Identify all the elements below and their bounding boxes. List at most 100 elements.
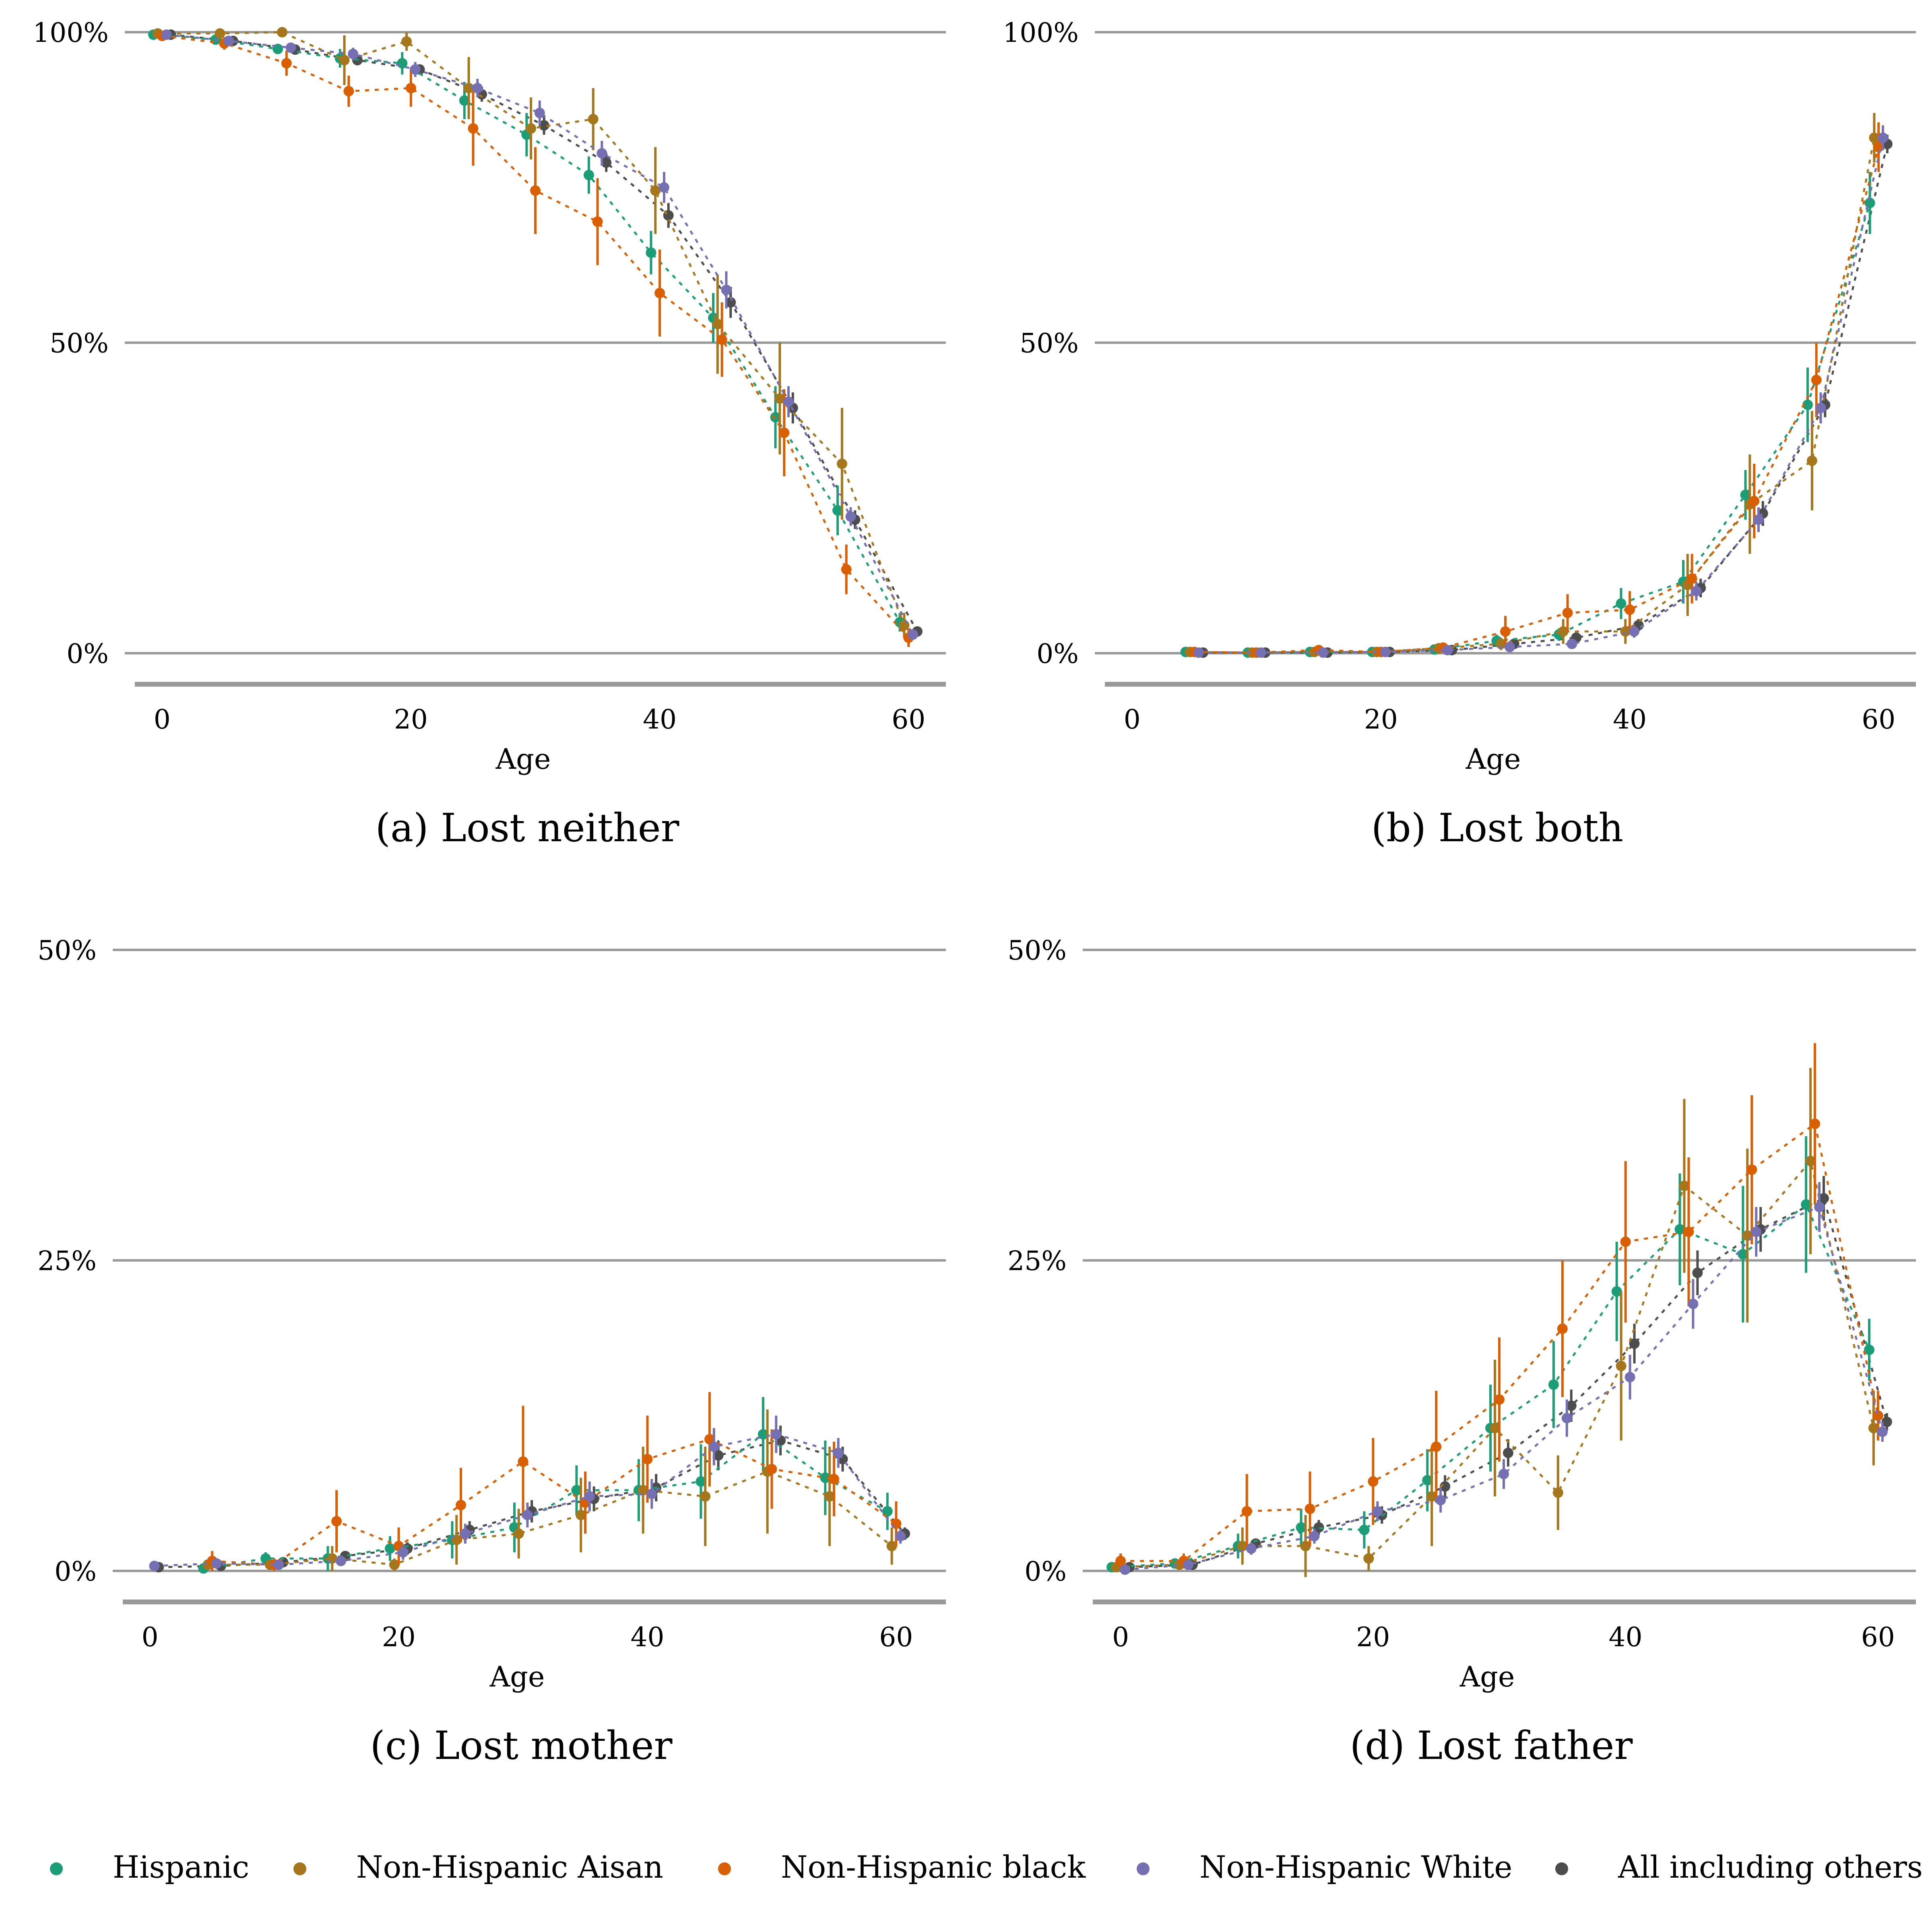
data-point: [712, 319, 723, 330]
data-point: [1359, 1525, 1370, 1536]
data-point: [1749, 495, 1760, 506]
data-point: [161, 29, 172, 40]
data-point: [285, 42, 296, 53]
data-point: [460, 1528, 471, 1539]
x-tick-label: 0: [142, 1622, 159, 1653]
legend-item: Non-Hispanic Aisan: [293, 1849, 663, 1885]
data-point: [522, 1510, 533, 1520]
data-point: [845, 511, 856, 522]
legend-marker: [50, 1862, 63, 1875]
data-point: [1496, 638, 1507, 649]
data-point: [331, 1516, 342, 1527]
data-point: [518, 1456, 528, 1467]
data-point: [658, 182, 669, 193]
series-line: [203, 1433, 888, 1570]
data-point: [592, 216, 603, 227]
data-point: [1624, 604, 1635, 615]
panel-1: 0% 50% 100% 0 20 40 60 Age (b) Lost both: [1003, 17, 1916, 850]
data-point: [836, 458, 847, 469]
x-tick-label: 0: [154, 704, 171, 735]
data-point: [343, 86, 354, 97]
series-4: [1124, 1176, 1892, 1573]
legend-item: Non-Hispanic White: [1137, 1849, 1512, 1885]
data-point: [1566, 1400, 1577, 1411]
series-0: [1180, 172, 1875, 658]
data-point: [149, 1560, 160, 1571]
series-line: [1185, 202, 1871, 654]
data-point: [472, 83, 483, 93]
data-point: [1620, 1236, 1631, 1247]
legend-label: All including others: [1618, 1849, 1923, 1885]
data-point: [1691, 586, 1702, 597]
data-point: [1372, 1506, 1383, 1517]
data-point: [1562, 607, 1573, 618]
data-point: [1688, 1298, 1699, 1309]
data-point: [1815, 402, 1826, 413]
data-point: [1363, 1553, 1374, 1564]
data-point: [908, 629, 919, 640]
data-point: [281, 58, 292, 69]
y-tick-label: 100%: [33, 17, 109, 48]
panel-caption: (c) Lost mother: [370, 1723, 672, 1768]
data-point: [1679, 1181, 1690, 1191]
data-point: [1868, 1423, 1879, 1433]
y-tick-label: 100%: [1003, 17, 1079, 48]
data-point: [277, 27, 287, 37]
data-point: [1877, 1426, 1888, 1437]
series-line: [208, 1470, 893, 1566]
data-point: [886, 1541, 897, 1552]
data-point: [1431, 1441, 1442, 1452]
data-point: [1380, 646, 1391, 657]
data-point: [1692, 1267, 1703, 1278]
x-tick-label: 60: [1862, 704, 1895, 735]
y-tick-label: 25%: [1007, 1245, 1067, 1276]
data-point: [1629, 1338, 1640, 1349]
series-1: [202, 1409, 897, 1571]
data-point: [534, 107, 545, 118]
series-0: [198, 1397, 893, 1574]
data-point: [348, 49, 359, 59]
data-point: [832, 505, 843, 516]
data-point: [779, 427, 790, 438]
data-point: [1300, 1541, 1311, 1552]
data-point: [456, 1500, 466, 1511]
x-tick-label: 60: [1861, 1622, 1895, 1653]
data-point: [588, 114, 599, 124]
x-tick-label: 40: [643, 704, 677, 735]
data-point: [1241, 1506, 1252, 1517]
legend-item: Non-Hispanic black: [718, 1849, 1086, 1885]
series-2: [157, 31, 914, 647]
data-point: [571, 1485, 582, 1496]
legend-label: Non-Hispanic White: [1199, 1849, 1512, 1885]
data-point: [1557, 1323, 1568, 1334]
data-point: [758, 1429, 768, 1440]
series-2: [207, 1392, 902, 1571]
legend-item: Hispanic: [50, 1849, 249, 1885]
data-point: [828, 1474, 839, 1484]
data-point: [824, 1491, 835, 1502]
x-tick-label: 40: [1609, 1622, 1643, 1653]
data-point: [1753, 514, 1764, 525]
series-1: [1185, 113, 1880, 658]
data-point: [513, 1528, 524, 1539]
data-point: [1435, 1494, 1446, 1505]
y-tick-label: 25%: [37, 1245, 97, 1276]
data-point: [1740, 489, 1751, 500]
data-point: [646, 1488, 657, 1499]
data-point: [1548, 1379, 1559, 1390]
data-point: [895, 1531, 906, 1542]
data-point: [339, 55, 350, 66]
data-point: [1864, 198, 1875, 208]
series-3: [161, 29, 919, 640]
y-tick-label: 50%: [37, 935, 97, 966]
data-point: [405, 83, 416, 93]
legend-marker: [293, 1862, 306, 1875]
data-point: [1881, 1416, 1892, 1427]
data-point: [1869, 132, 1880, 143]
data-point: [410, 64, 421, 75]
data-point: [1318, 647, 1329, 658]
data-point: [1616, 598, 1627, 609]
data-point: [1237, 1541, 1248, 1552]
series-2: [1189, 122, 1884, 658]
data-point: [654, 288, 665, 298]
